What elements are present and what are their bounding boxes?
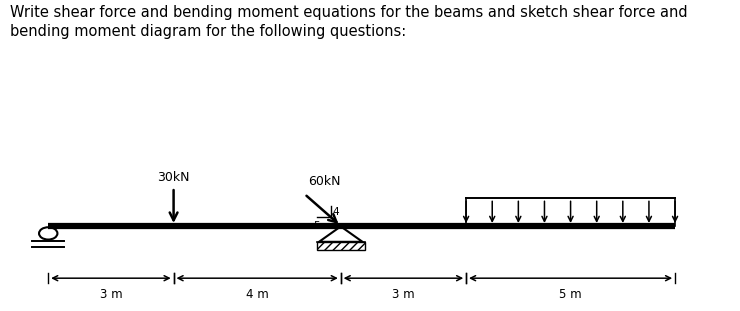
- Text: Write shear force and bending moment equations for the beams and sketch shear fo: Write shear force and bending moment equ…: [10, 5, 688, 39]
- Text: 3 m: 3 m: [392, 288, 414, 301]
- Text: 30kN: 30kN: [158, 171, 190, 184]
- Text: 4 m: 4 m: [246, 288, 269, 301]
- Text: 60kN: 60kN: [308, 175, 340, 188]
- Text: 4: 4: [332, 207, 339, 217]
- Text: 3 m: 3 m: [100, 288, 122, 301]
- Text: 5: 5: [313, 221, 320, 231]
- Bar: [317, 242, 365, 250]
- Text: 5 m: 5 m: [559, 288, 582, 301]
